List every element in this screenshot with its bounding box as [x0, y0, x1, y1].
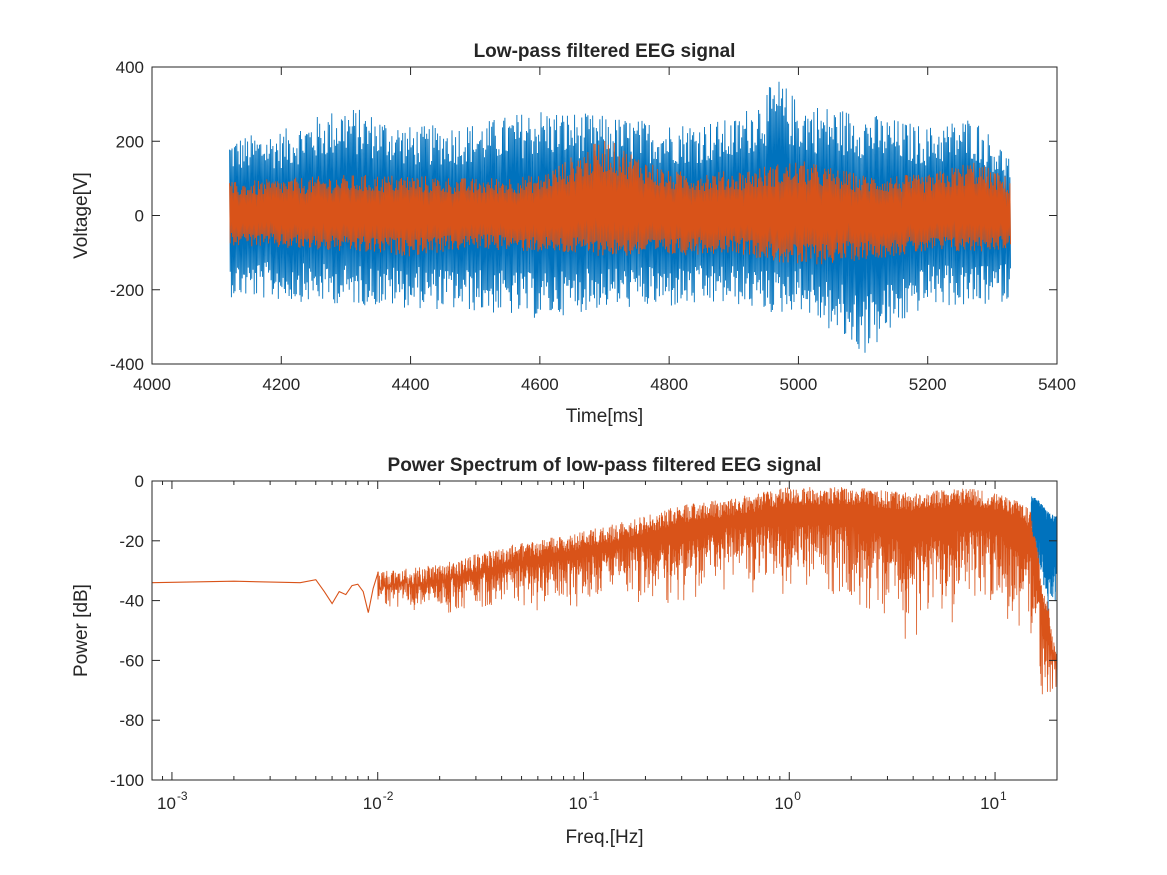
x-tick-label: 4200	[262, 375, 300, 394]
x-tick-label-base: 10	[980, 794, 999, 813]
power-spectrum-x-axis-label: Freq.[Hz]	[565, 827, 643, 848]
power-spectrum-chart: 10 -3 10 -2 10 -1 10 0 10 1-100-80-60-40-200 Powe…	[71, 455, 1058, 848]
x-tick-label-exponent: 0	[794, 789, 801, 803]
x-tick-label-exponent: -3	[177, 789, 188, 803]
y-tick-label: -200	[110, 281, 144, 300]
x-tick-label-exponent: -2	[383, 789, 394, 803]
power-spectrum-series-group	[152, 487, 1057, 695]
time-series-chart: 4000 4200 4400 4600 4800 5000 5200 5400-400-200…	[71, 41, 1076, 427]
y-tick-label: -60	[119, 651, 144, 670]
power-spectrum-axes-frame	[151, 480, 1058, 781]
y-tick-label: 200	[116, 132, 144, 151]
y-tick-label: 0	[135, 207, 144, 226]
power-spectrum-y-axis-label: Power [dB]	[71, 584, 92, 677]
power-spectrum-line-2-low-freq	[152, 573, 379, 613]
x-tick-label: 4600	[521, 375, 559, 394]
power-spectrum-line-1	[1030, 496, 1057, 620]
y-tick-label: -80	[119, 711, 144, 730]
power-spectrum-line-2	[377, 487, 1057, 695]
x-tick-label-base: 10	[363, 794, 382, 813]
x-tick-label: 5200	[909, 375, 947, 394]
time-series-y-axis-label: Voltage[V]	[71, 172, 92, 259]
time-series-plot-area	[229, 81, 1011, 353]
x-tick-label-exponent: 1	[1000, 789, 1007, 803]
time-series-x-axis-label: Time[ms]	[566, 406, 643, 427]
x-tick-label-base: 10	[157, 794, 176, 813]
time-series-ticks: 4000 4200 4400 4600 4800 5000 5200 5400-400-200…	[110, 58, 1076, 394]
y-tick-label: -400	[110, 355, 144, 374]
y-tick-label: -20	[119, 532, 144, 551]
y-tick-label: 0	[135, 472, 144, 491]
power-spectrum-plot-area	[152, 487, 1057, 695]
power-spectrum-title: Power Spectrum of low-pass filtered EEG …	[388, 455, 822, 476]
x-tick-label: 4400	[392, 375, 430, 394]
x-tick-label: 5000	[780, 375, 818, 394]
y-tick-label: -100	[110, 771, 144, 790]
x-tick-label: 4000	[133, 375, 171, 394]
power-spectrum-ticks: 10 -3 10 -2 10 -1 10 0 10 1-100-80-60-40-200	[110, 472, 1058, 813]
x-tick-label-base: 10	[569, 794, 588, 813]
y-tick-label: -40	[119, 592, 144, 611]
x-tick-label-base: 10	[774, 794, 793, 813]
x-tick-label: 4800	[650, 375, 688, 394]
time-series-title: Low-pass filtered EEG signal	[474, 41, 736, 62]
time-series-line-2	[229, 140, 1011, 265]
x-tick-label: 5400	[1038, 375, 1076, 394]
x-tick-label-exponent: -1	[588, 789, 599, 803]
y-tick-label: 400	[116, 58, 144, 77]
